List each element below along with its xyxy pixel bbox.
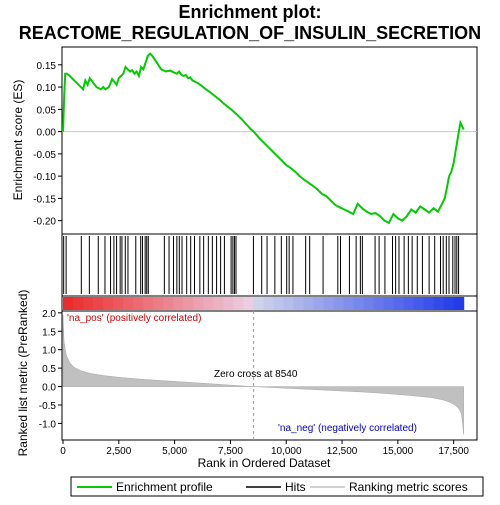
metric-x-tick-label: 7,500 xyxy=(218,446,243,457)
color-bar-segment xyxy=(403,297,415,310)
es-panel-frame xyxy=(61,46,478,235)
metric-x-tick-label: 17,500 xyxy=(438,446,469,457)
legend-label-enrichment: Enrichment profile xyxy=(116,480,213,494)
metric-x-tick-label: 2,500 xyxy=(106,446,131,457)
metric-x-axis-label: Rank in Ordered Dataset xyxy=(198,456,331,470)
color-bar-segment xyxy=(313,297,324,310)
color-bar-segment xyxy=(153,297,164,310)
color-bar-segment xyxy=(353,297,365,310)
ranking-metric-area xyxy=(62,314,464,435)
es-y-tick-label: 0.05 xyxy=(37,105,57,116)
metric-y-tick-label: 0.5 xyxy=(42,364,56,375)
metric-panel-frame xyxy=(61,310,478,441)
metric-x-tick-label: 12,500 xyxy=(327,446,358,457)
color-bar-segment xyxy=(433,297,445,310)
metric-y-tick-label: 1.0 xyxy=(42,346,56,357)
color-bar-segment xyxy=(333,297,345,310)
color-bar-segment xyxy=(143,297,154,310)
color-bar-segment xyxy=(213,297,224,310)
color-bar-segment xyxy=(113,297,124,310)
metric-y-tick-label: -0.5 xyxy=(39,401,57,412)
enrichment-profile-line xyxy=(62,52,465,225)
color-bar-segment xyxy=(133,297,144,310)
color-bar-segment xyxy=(263,297,274,310)
hits-panel-frame xyxy=(61,233,478,297)
pos-correlated-label: 'na_pos' (positively correlated) xyxy=(67,313,201,324)
es-y-tick-label: -0.20 xyxy=(33,217,56,228)
rank-color-bar xyxy=(63,297,465,310)
color-bar-segment xyxy=(383,297,395,310)
metric-y-tick-label: 1.5 xyxy=(42,327,56,338)
color-bar-segment xyxy=(453,297,465,310)
color-bar-segment xyxy=(253,297,264,310)
es-y-tick-label: 0.15 xyxy=(37,61,57,72)
color-bar-segment xyxy=(273,297,284,310)
color-bar-segment xyxy=(283,297,294,310)
es-y-axis-label: Enrichment score (ES) xyxy=(11,80,25,201)
metric-x-tick-label: 15,000 xyxy=(383,446,414,457)
chart-title-line2: REACTOME_REGULATION_OF_INSULIN_SECRETION xyxy=(19,23,481,43)
color-bar-segment xyxy=(443,297,455,310)
zero-cross-label: Zero cross at 8540 xyxy=(214,369,298,380)
metric-y-axis: 2.0 1.5 1.0 0.5 0.0 -0.5 -1.0 xyxy=(39,309,62,430)
es-y-tick-label: -0.05 xyxy=(33,150,56,161)
color-bar-segment xyxy=(423,297,435,310)
metric-y-axis-label: Ranked list metric (PreRanked) xyxy=(16,290,30,457)
color-bar-segment xyxy=(373,297,385,310)
es-y-tick-label: 0.10 xyxy=(37,83,57,94)
color-bar-segment xyxy=(163,297,174,310)
neg-correlated-label: 'na_neg' (negatively correlated) xyxy=(278,423,417,434)
legend-label-hits: Hits xyxy=(285,480,306,494)
hits-group xyxy=(63,236,460,294)
legend-label-ranking: Ranking metric scores xyxy=(349,480,468,494)
metric-x-axis: 0 2,500 5,000 7,500 10,000 12,500 15,000 17,500 xyxy=(60,440,469,457)
color-bar-segment xyxy=(183,297,194,310)
metric-y-tick-label: -1.0 xyxy=(39,419,57,430)
color-bar-segment xyxy=(123,297,134,310)
color-bar-segment xyxy=(363,297,375,310)
metric-y-tick-label: 0.0 xyxy=(42,383,56,394)
es-y-tick-label: 0.00 xyxy=(37,128,57,139)
color-bar-segment xyxy=(293,297,304,310)
es-y-tick-label: -0.15 xyxy=(33,194,56,205)
color-bar-segment xyxy=(233,297,244,310)
color-bar-segment xyxy=(93,297,104,310)
metric-x-tick-label: 0 xyxy=(60,446,66,457)
color-bar-segment xyxy=(323,297,334,310)
color-bar-segment xyxy=(343,297,355,310)
color-bar-segment xyxy=(203,297,214,310)
color-bar-segment xyxy=(393,297,405,310)
color-bar-segment xyxy=(103,297,114,310)
metric-x-tick-label: 10,000 xyxy=(271,446,302,457)
color-bar-segment xyxy=(413,297,425,310)
metric-y-tick-label: 2.0 xyxy=(42,309,56,320)
color-bar-segment xyxy=(173,297,184,310)
color-bar-segment xyxy=(303,297,314,310)
es-y-tick-label: -0.10 xyxy=(33,172,56,183)
color-bar-segment xyxy=(83,297,94,310)
metric-x-tick-label: 5,000 xyxy=(162,446,187,457)
color-bar-segment xyxy=(73,297,84,310)
color-bar-segment xyxy=(193,297,204,310)
es-y-axis: 0.15 0.10 0.05 0.00 -0.05 -0.10 -0.15 -0.20 xyxy=(33,61,62,228)
chart-title-line1: Enrichment plot: xyxy=(179,2,322,22)
color-bar-segment xyxy=(223,297,234,310)
color-bar-segment xyxy=(243,297,254,310)
color-bar-segment xyxy=(63,297,74,310)
